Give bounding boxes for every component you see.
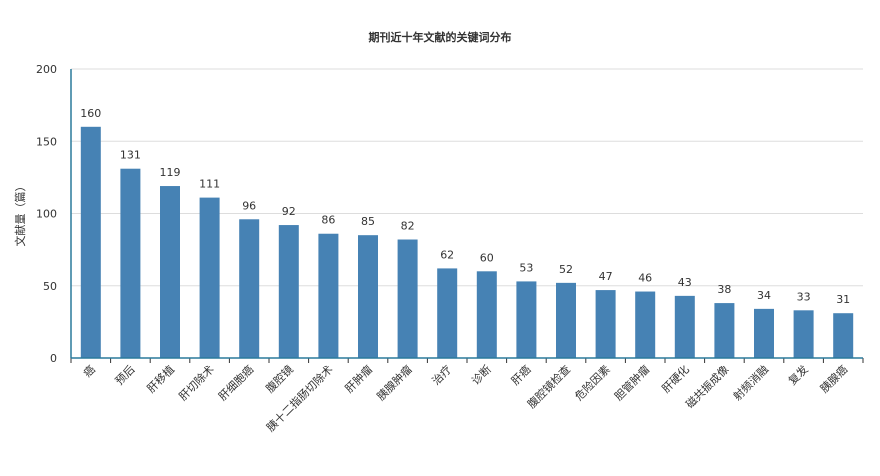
data-label: 86 <box>321 214 335 227</box>
x-tick-label: 诊断 <box>468 362 493 387</box>
bar <box>80 126 101 358</box>
bar <box>556 282 576 358</box>
x-tick-label: 肝切除术 <box>176 362 217 403</box>
data-label: 52 <box>559 263 573 276</box>
bar <box>199 197 220 358</box>
bar <box>437 268 458 358</box>
x-tick-label: 胰腺癌 <box>817 362 850 395</box>
x-tick-label: 危险因素 <box>572 362 613 403</box>
data-label: 96 <box>242 199 256 212</box>
data-label: 33 <box>797 290 811 303</box>
x-tick-label: 磁共振成像 <box>683 362 732 411</box>
x-tick-label: 预后 <box>113 363 138 388</box>
bar <box>239 219 260 358</box>
bars <box>80 126 854 358</box>
data-label: 43 <box>678 276 692 289</box>
bar <box>833 313 854 358</box>
x-tick-label: 胆管肿瘤 <box>611 362 652 403</box>
x-tick-label: 复发 <box>785 362 810 387</box>
y-tick-label: 100 <box>36 208 57 221</box>
data-label: 131 <box>120 149 141 162</box>
data-label: 62 <box>440 248 454 261</box>
data-label: 38 <box>717 283 731 296</box>
x-tick-label: 胰十二指肠切除术 <box>263 362 335 434</box>
data-label: 85 <box>361 215 375 228</box>
data-label: 160 <box>80 107 101 120</box>
bar <box>120 168 141 358</box>
bar <box>476 271 497 358</box>
bar <box>793 310 814 358</box>
bar <box>595 290 616 358</box>
x-tick-label: 治疗 <box>429 362 454 387</box>
data-label: 92 <box>282 205 296 218</box>
bar <box>160 186 180 358</box>
bar <box>516 281 537 358</box>
x-tick-label: 射频消融 <box>730 362 771 403</box>
data-label: 53 <box>519 261 533 274</box>
x-tick-label: 肝癌 <box>508 362 533 387</box>
data-label: 60 <box>480 251 494 264</box>
bar <box>635 291 656 358</box>
gridlines <box>71 68 863 287</box>
axes <box>70 69 864 363</box>
x-tick-label: 肝细胞癌 <box>215 362 256 403</box>
x-tick-label: 癌 <box>80 362 98 380</box>
x-tick-label: 腹腔镜 <box>263 362 296 395</box>
x-tick-label: 腹腔镜检查 <box>524 362 573 411</box>
bar <box>318 233 339 358</box>
chart-title: 期刊近十年文献的关键词分布 <box>368 31 512 44</box>
data-label: 34 <box>757 289 771 302</box>
y-tick-label: 0 <box>50 352 57 365</box>
data-label: 82 <box>401 220 415 233</box>
x-tick-label: 肝肿瘤 <box>342 362 375 395</box>
x-tick-label: 胰腺肿瘤 <box>374 362 415 403</box>
y-tick-label: 50 <box>43 280 57 293</box>
data-label: 111 <box>199 178 220 191</box>
bar <box>714 303 735 358</box>
x-tick-label: 肝硬化 <box>659 362 692 395</box>
data-label: 31 <box>836 293 850 306</box>
bar <box>278 225 299 358</box>
y-axis-title: 文献量（篇） <box>13 181 27 247</box>
bar <box>754 308 774 358</box>
data-label: 46 <box>638 272 652 285</box>
data-label: 119 <box>160 166 181 179</box>
y-tick-label: 200 <box>36 63 57 76</box>
data-label: 47 <box>599 270 613 283</box>
bar <box>674 295 695 358</box>
y-tick-label: 150 <box>36 135 57 148</box>
x-tick-label: 肝移植 <box>144 362 177 395</box>
bar <box>358 235 378 358</box>
bar <box>397 239 418 358</box>
